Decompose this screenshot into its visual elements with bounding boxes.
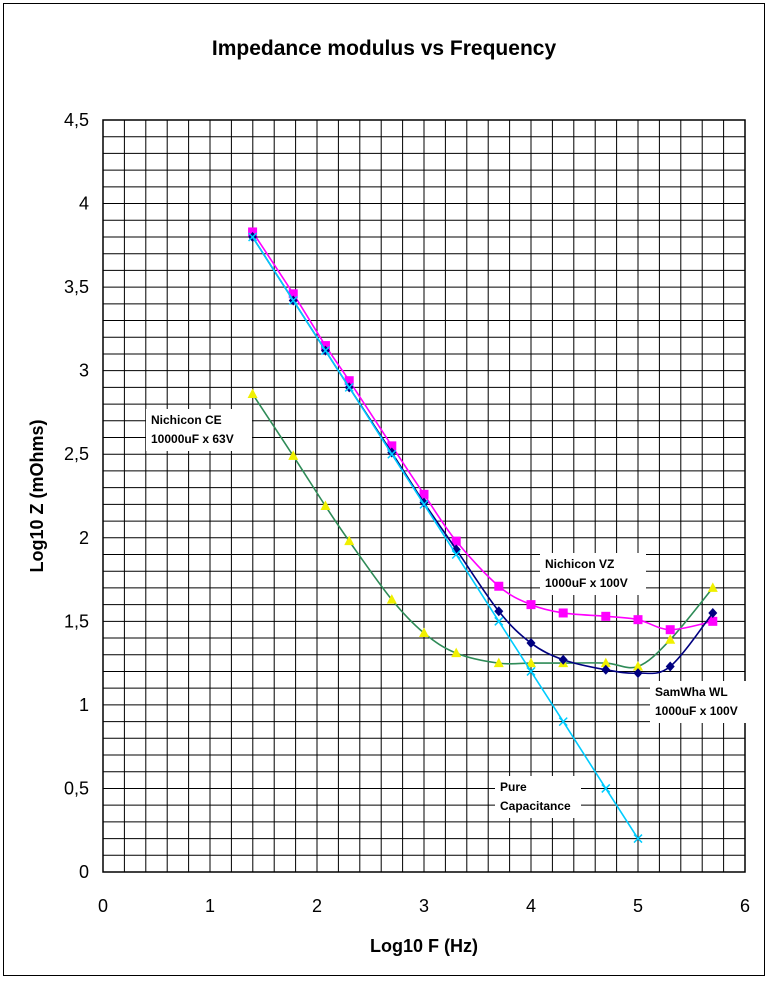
annotation-background [540,553,646,595]
annotation-3: SamWha WL 1000uF x 100V [650,681,750,723]
plot-area [102,119,746,873]
annotations: Nichicon CE 10000uF x 63V Nichicon VZ 1000u… [146,409,750,818]
data-point-square [419,489,429,499]
data-point-square [526,600,536,610]
annotation-background [146,409,252,451]
annotation-text: 1000uF x 100V [655,704,738,718]
x-tick-label: 0 [98,896,108,916]
data-point-square [320,341,330,351]
data-point-triangle [493,657,504,668]
data-point-x [451,549,461,560]
data-point-x [633,834,643,844]
data-point-square [708,616,718,626]
data-point-x [248,232,258,242]
data-point-triangle [600,657,611,668]
data-point-diamond [494,606,504,617]
data-point-diamond [633,668,643,679]
data-point-square [344,376,354,386]
data-point-square [248,227,258,237]
x-tick-label: 3 [419,896,429,916]
annotation-background [495,776,581,818]
series-line [251,393,714,669]
data-point-triangle [344,535,355,546]
chart-title: Impedance modulus vs Frequency [212,37,557,60]
y-tick-label: 0 [79,862,89,882]
series-group [247,227,718,844]
data-point-triangle [247,388,258,399]
data-point-x [320,346,330,356]
data-point-square [288,289,298,299]
data-point-square [558,608,568,618]
data-point-triangle [320,500,331,511]
series-1 [247,388,718,671]
series-line [251,236,639,840]
data-point-square [633,615,643,625]
annotation-text: Capacitance [500,799,571,813]
data-point-x [601,783,611,793]
series-4 [248,232,643,844]
data-point-x [387,449,397,459]
series-3 [248,231,718,679]
y-tick-label: 0,5 [64,778,89,798]
y-tick-label: 2 [79,528,89,548]
plot-border [102,119,746,873]
data-point-diamond [708,607,718,618]
y-axis-ticks: 0 0,5 1 1,5 2 2,5 3 3,5 4 4,5 [64,110,89,882]
annotation-text: SamWha WL [655,685,728,699]
y-tick-label: 3,5 [64,277,89,297]
y-tick-label: 4,5 [64,110,89,130]
y-tick-label: 1 [79,695,89,715]
data-point-triangle [386,594,397,604]
data-point-square [451,536,461,546]
annotation-text: Pure [500,780,527,794]
data-point-triangle [633,660,643,671]
data-point-diamond [526,638,536,649]
data-point-x [288,295,298,306]
data-point-triangle [288,450,299,460]
x-tick-label: 1 [205,896,215,916]
x-tick-label: 4 [526,896,536,916]
data-point-x [494,616,504,626]
data-point-triangle [419,627,429,638]
data-point-x [526,666,536,676]
x-tick-label: 2 [312,896,322,916]
x-tick-label: 5 [633,896,643,916]
annotation-4: Pure Capacitance [495,776,581,818]
data-point-triangle [451,647,462,658]
annotation-text: Nichicon VZ [545,557,614,571]
x-axis-ticks: 0 1 2 3 4 5 6 [98,896,750,916]
y-tick-label: 3 [79,361,89,381]
series-line [251,236,714,675]
data-point-diamond [665,661,675,672]
data-point-square [387,441,397,451]
annotation-background [650,681,750,723]
data-point-triangle [665,634,676,644]
data-point-x [344,382,354,392]
data-point-x [419,499,429,509]
annotation-2: Nichicon VZ 1000uF x 100V [540,553,646,595]
annotation-text: 1000uF x 100V [545,576,628,590]
data-point-square [601,611,611,621]
data-point-diamond [601,664,611,675]
data-point-square [494,581,504,591]
data-point-triangle [526,657,536,668]
series-2 [248,227,718,635]
annotation-text: Nichicon CE [151,413,222,427]
annotation-1: Nichicon CE 10000uF x 63V [146,409,252,451]
y-tick-label: 4 [79,194,89,214]
data-point-x [558,717,568,727]
x-tick-label: 6 [740,896,750,916]
data-point-triangle [707,582,718,592]
data-point-diamond [558,654,568,665]
y-tick-label: 2,5 [64,444,89,464]
y-axis-label: Log10 Z (mOhms) [27,419,47,572]
annotation-text: 10000uF x 63V [151,432,234,446]
x-axis-label: Log10 F (Hz) [370,936,478,956]
y-tick-label: 1,5 [64,611,89,631]
data-point-square [665,625,675,635]
